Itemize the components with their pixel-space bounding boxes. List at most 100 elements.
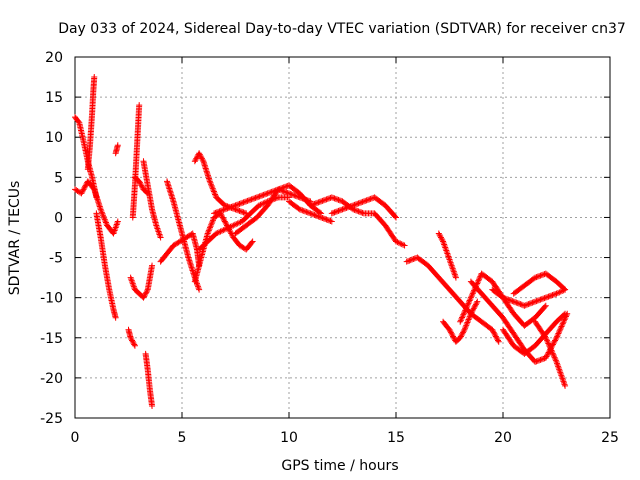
data-point <box>311 200 318 207</box>
data-point <box>141 293 148 300</box>
data-point <box>308 210 315 217</box>
series-T <box>307 194 408 249</box>
data-point <box>304 209 311 216</box>
data-point <box>463 304 470 311</box>
data-point <box>473 300 480 307</box>
data-point <box>281 183 288 190</box>
data-point <box>465 300 472 307</box>
data-point <box>276 185 283 192</box>
data-point <box>552 337 559 344</box>
data-point <box>191 158 198 165</box>
series-G <box>127 262 156 301</box>
data-point <box>452 274 459 281</box>
data-point <box>232 202 239 209</box>
data-point <box>298 206 305 213</box>
data-point <box>82 182 89 189</box>
data-point <box>296 206 303 213</box>
data-point <box>263 190 270 197</box>
data-point <box>327 217 334 224</box>
data-point <box>217 207 224 214</box>
data-point <box>493 334 500 341</box>
data-point <box>560 285 567 292</box>
data-point <box>359 209 366 216</box>
data-point <box>102 219 109 226</box>
data-point <box>392 213 399 220</box>
data-point <box>466 313 473 320</box>
data-point <box>224 225 231 232</box>
data-point <box>547 344 554 351</box>
data-point <box>542 294 549 301</box>
data-point <box>212 191 219 198</box>
data-point <box>251 195 258 202</box>
data-point <box>354 207 361 214</box>
data-point <box>347 203 354 210</box>
data-point <box>468 309 475 316</box>
data-point <box>546 293 553 300</box>
y-tick-label: -20 <box>40 371 63 387</box>
data-point <box>311 211 318 218</box>
data-point <box>544 352 551 359</box>
data-point <box>295 205 302 212</box>
data-point <box>208 182 215 189</box>
data-point <box>209 217 216 224</box>
data-point <box>112 314 119 321</box>
data-point <box>130 340 137 347</box>
data-point <box>323 196 330 203</box>
data-point <box>346 203 353 210</box>
data-point <box>129 338 136 345</box>
data-point <box>210 187 217 194</box>
data-points <box>72 74 571 409</box>
data-point <box>316 213 323 220</box>
data-point <box>470 306 477 313</box>
data-point <box>556 329 563 336</box>
data-point <box>196 150 203 157</box>
data-point <box>318 198 325 205</box>
data-point <box>509 298 516 305</box>
grid <box>75 57 610 418</box>
data-point <box>256 193 263 200</box>
data-point <box>245 197 252 204</box>
data-point <box>544 337 551 344</box>
data-point <box>367 195 374 202</box>
data-point <box>437 233 444 240</box>
data-point <box>554 289 561 296</box>
data-point <box>363 197 370 204</box>
data-point <box>462 305 469 312</box>
data-point <box>462 307 469 314</box>
data-point <box>540 355 547 362</box>
data-point <box>340 205 347 212</box>
data-point <box>205 227 212 234</box>
data-point <box>547 346 554 353</box>
data-point <box>219 207 226 214</box>
data-point <box>261 191 268 198</box>
data-point <box>461 308 468 315</box>
data-point <box>405 258 412 265</box>
data-point <box>530 299 537 306</box>
data-point <box>264 190 271 197</box>
data-point <box>80 186 87 193</box>
data-point <box>308 201 315 208</box>
data-point <box>320 215 327 222</box>
data-point <box>326 195 333 202</box>
data-point <box>233 206 240 213</box>
data-point <box>236 207 243 214</box>
data-point <box>476 274 483 281</box>
data-point <box>459 314 466 321</box>
data-point <box>149 402 156 409</box>
data-point <box>249 195 256 202</box>
data-point <box>312 212 319 219</box>
y-tick-label: -25 <box>40 411 63 427</box>
data-point <box>330 194 337 201</box>
data-point <box>457 334 464 341</box>
data-point <box>546 343 553 350</box>
data-point <box>448 330 455 337</box>
data-point <box>500 294 506 301</box>
data-point <box>457 317 464 324</box>
data-point <box>275 186 282 193</box>
data-point <box>469 291 476 298</box>
data-point <box>395 239 402 246</box>
data-point <box>492 332 499 339</box>
data-point <box>137 181 144 188</box>
data-point <box>149 262 156 269</box>
data-point <box>303 208 310 215</box>
